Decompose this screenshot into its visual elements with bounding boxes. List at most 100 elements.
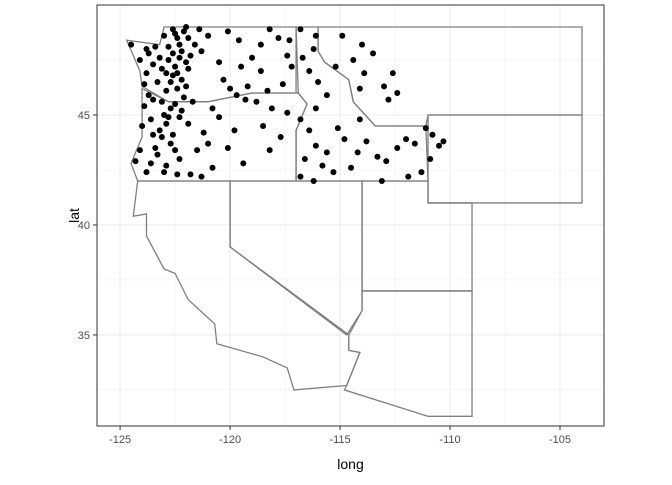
- data-point: [172, 100, 179, 107]
- data-point: [216, 114, 223, 121]
- x-tick-label: -115: [329, 434, 350, 446]
- data-point: [297, 26, 304, 33]
- data-point: [257, 41, 264, 48]
- y-axis: 35 40 45: [78, 110, 97, 342]
- data-point: [150, 61, 157, 68]
- panel-border: [96, 4, 605, 427]
- data-point: [174, 85, 181, 92]
- data-point: [266, 26, 273, 33]
- data-point: [194, 147, 201, 154]
- data-point: [440, 138, 447, 145]
- data-point: [176, 41, 183, 48]
- data-point: [141, 103, 148, 110]
- data-point: [235, 37, 242, 44]
- data-point: [176, 54, 183, 61]
- data-point: [361, 70, 368, 77]
- state-outlines: [125, 26, 583, 417]
- data-point: [381, 83, 388, 90]
- data-point: [310, 45, 317, 52]
- data-point: [429, 131, 436, 138]
- data-point: [187, 171, 194, 178]
- data-point: [312, 142, 319, 149]
- data-point: [378, 177, 385, 184]
- data-point: [277, 133, 284, 140]
- data-point: [180, 94, 187, 101]
- data-point: [165, 114, 172, 121]
- y-axis-title: lat: [66, 208, 82, 223]
- data-point: [141, 81, 148, 88]
- data-point: [167, 140, 174, 147]
- data-point: [383, 158, 390, 165]
- data-point: [200, 129, 207, 136]
- data-point: [150, 96, 157, 103]
- data-point: [163, 70, 170, 77]
- data-point: [154, 151, 161, 158]
- data-point: [167, 78, 174, 85]
- data-point: [275, 34, 282, 41]
- y-tick-label: 40: [78, 220, 90, 232]
- data-point: [242, 96, 249, 103]
- state-outline: [427, 114, 583, 204]
- data-point: [253, 98, 260, 105]
- data-point: [147, 160, 154, 167]
- data-point: [154, 78, 161, 85]
- data-point: [189, 98, 196, 105]
- data-point: [128, 41, 135, 48]
- data-point: [418, 169, 425, 176]
- y-tick-label: 35: [78, 330, 90, 342]
- data-point: [196, 26, 203, 33]
- data-point: [163, 87, 170, 94]
- state-outline: [317, 26, 583, 127]
- data-point: [152, 144, 159, 151]
- data-point: [279, 81, 286, 88]
- x-axis: -125 -120 -115 -110 -105: [109, 426, 571, 446]
- data-point: [205, 32, 212, 39]
- data-point: [143, 169, 150, 176]
- data-point: [244, 83, 251, 90]
- data-point: [231, 127, 238, 134]
- data-point: [268, 105, 275, 112]
- y-tick-label: 45: [78, 110, 90, 122]
- data-point: [143, 70, 150, 77]
- data-point: [176, 155, 183, 162]
- data-point: [183, 83, 190, 90]
- data-point: [403, 136, 410, 143]
- data-point: [319, 162, 326, 169]
- data-point: [183, 59, 190, 66]
- data-point: [312, 32, 319, 39]
- data-point: [284, 109, 291, 116]
- data-point: [297, 116, 304, 123]
- data-point: [209, 105, 216, 112]
- data-point: [185, 65, 192, 72]
- data-point: [145, 92, 152, 99]
- data-point: [224, 28, 231, 35]
- state-outline: [343, 290, 473, 417]
- data-point: [394, 89, 401, 96]
- data-point: [205, 140, 212, 147]
- data-point: [163, 120, 170, 127]
- data-point: [147, 116, 154, 123]
- data-point: [165, 56, 172, 63]
- data-point: [220, 76, 227, 83]
- x-tick-label: -110: [439, 434, 460, 446]
- data-point: [136, 147, 143, 154]
- data-point: [209, 164, 216, 171]
- data-point: [306, 67, 313, 74]
- data-point: [158, 98, 165, 105]
- data-point: [132, 158, 139, 165]
- data-point: [260, 122, 267, 129]
- data-point: [306, 127, 313, 134]
- data-point: [436, 142, 443, 149]
- data-point: [339, 32, 346, 39]
- panel-background: [97, 5, 604, 426]
- data-point: [284, 52, 291, 59]
- data-point: [187, 52, 194, 59]
- x-axis-title: long: [337, 456, 363, 472]
- data-point: [334, 125, 341, 132]
- data-point: [156, 127, 163, 134]
- data-point: [356, 85, 363, 92]
- data-point: [370, 50, 377, 57]
- data-point: [183, 23, 190, 30]
- data-point: [169, 131, 176, 138]
- data-point: [185, 34, 192, 41]
